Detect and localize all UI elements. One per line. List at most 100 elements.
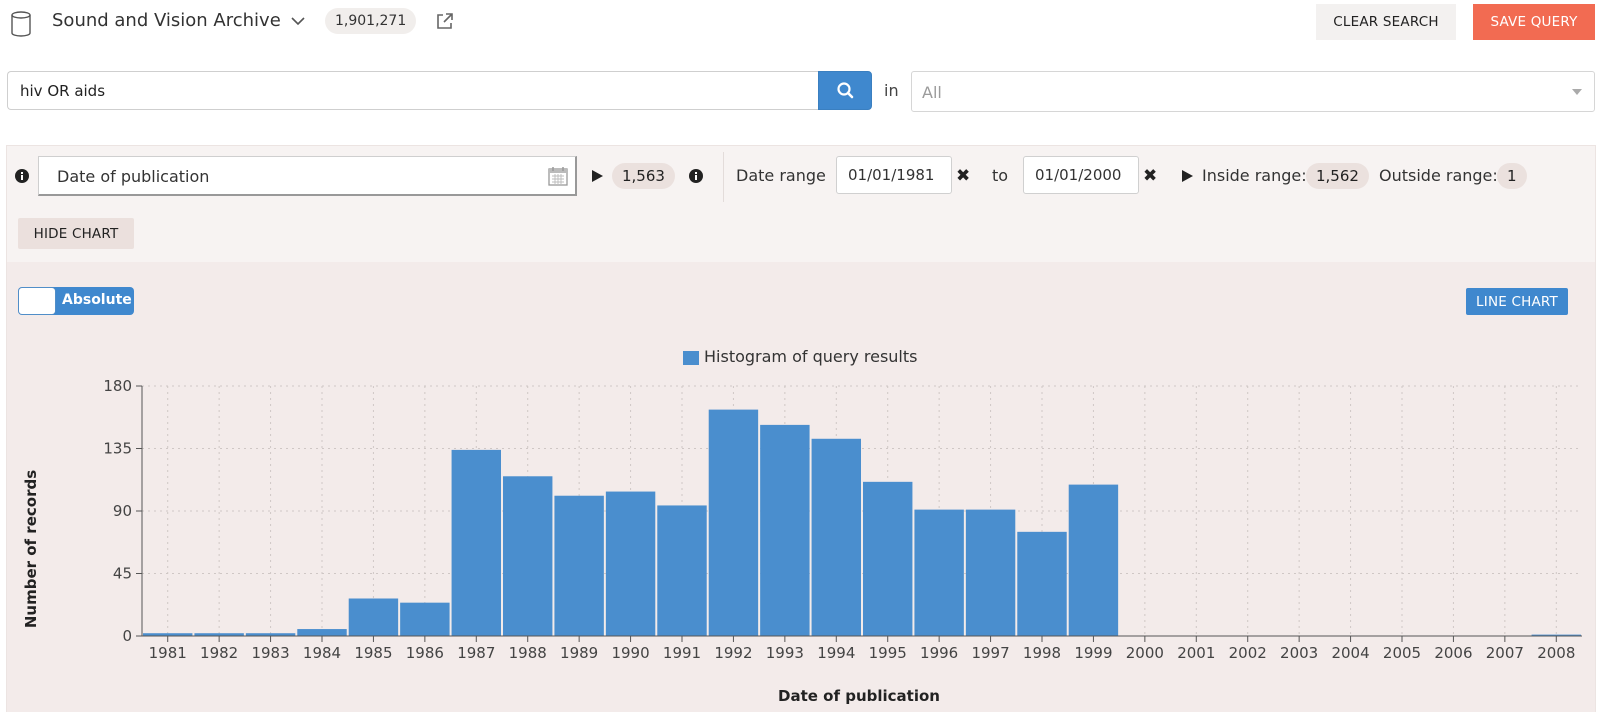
y-tick-label: 45 [113,565,132,583]
x-tick-label: 1994 [817,644,855,662]
collection-count-badge: 1,901,271 [325,8,417,34]
date-range-label: Date range [736,166,826,185]
histogram-bar[interactable] [605,491,656,636]
facet-field-label: Date of publication [57,167,210,186]
line-chart-button[interactable]: LINE CHART [1466,288,1568,315]
histogram-bar[interactable] [297,629,347,636]
x-tick-label: 2008 [1537,644,1575,662]
search-field-select[interactable]: All [911,71,1595,112]
x-tick-label: 1988 [509,644,547,662]
x-tick-label: 1983 [251,644,289,662]
x-tick-label: 1981 [149,644,187,662]
play-icon [1182,170,1193,182]
info-icon[interactable] [689,169,703,183]
x-tick-label: 2002 [1229,644,1267,662]
x-axis-title: Date of publication [778,687,940,705]
x-tick-label: 1990 [611,644,649,662]
histogram-bar[interactable] [1531,634,1581,636]
x-tick-label: 1986 [406,644,444,662]
toggle-label: Absolute [62,292,132,308]
x-tick-label: 1987 [457,644,495,662]
toggle-knob[interactable] [19,288,55,314]
clear-search-button[interactable]: CLEAR SEARCH [1316,4,1456,40]
x-tick-label: 1985 [354,644,392,662]
chevron-down-icon[interactable] [290,12,306,30]
x-tick-label: 2000 [1126,644,1164,662]
x-tick-label: 1998 [1023,644,1061,662]
histogram-bar[interactable] [657,505,707,636]
histogram-bar[interactable] [503,476,553,636]
histogram-bar[interactable] [863,481,913,636]
x-tick-label: 2006 [1434,644,1472,662]
in-label: in [884,81,899,100]
facet-field-select[interactable]: Date of publication [38,156,577,196]
facet-count-badge: 1,563 [612,163,675,189]
calendar-icon [548,167,568,186]
x-tick-label: 2003 [1280,644,1318,662]
y-tick-label: 90 [113,502,132,520]
histogram-bar[interactable] [914,509,964,636]
start-date-input[interactable] [836,156,952,194]
y-tick-label: 0 [122,627,132,645]
to-label: to [992,166,1009,185]
outside-range-count: 1 [1497,163,1527,189]
histogram-bar[interactable] [708,409,759,636]
collection-title[interactable]: Sound and Vision Archive [52,10,281,31]
dropdown-caret-icon [1572,89,1582,95]
x-tick-label: 1991 [663,644,701,662]
x-tick-label: 1984 [303,644,341,662]
legend-label[interactable]: Histogram of query results [704,347,917,366]
legend-swatch[interactable] [683,351,699,365]
x-tick-label: 1999 [1074,644,1112,662]
search-field-value: All [922,83,942,102]
histogram-bar[interactable] [760,424,810,636]
histogram-bar[interactable] [1068,484,1119,636]
histogram-bar[interactable] [143,633,193,636]
x-tick-label: 1992 [714,644,752,662]
histogram-bar[interactable] [194,633,244,636]
grid-layer [142,385,1582,636]
histogram-bar[interactable] [348,598,399,637]
absolute-toggle[interactable]: Absolute [18,287,134,315]
search-input[interactable] [7,71,819,110]
x-tick-label: 1982 [200,644,238,662]
search-icon [837,82,854,99]
histogram-bar[interactable] [811,438,861,636]
histogram-bar[interactable] [400,602,450,636]
x-tick-label: 1989 [560,644,598,662]
histogram-bar[interactable] [1017,531,1067,636]
axis-layer: 0 45 90 135 180 1981 1982 1983 1984 1985 1986 1987 1… [103,377,1582,662]
x-tick-label: 1995 [869,644,907,662]
x-tick-label: 2001 [1177,644,1215,662]
inside-range-label: Inside range: [1202,166,1307,185]
y-tick-label: 180 [103,377,132,395]
x-tick-label: 1996 [920,644,958,662]
x-tick-label: 1997 [971,644,1009,662]
outside-range-label: Outside range: [1379,166,1498,185]
clear-end-date-icon[interactable]: ✖ [1143,166,1158,186]
y-tick-label: 135 [103,440,132,458]
search-button[interactable] [818,71,872,110]
bar-layer [143,409,1581,637]
save-query-button[interactable]: SAVE QUERY [1473,4,1595,40]
end-date-input[interactable] [1023,156,1139,194]
inside-range-count: 1,562 [1306,163,1369,189]
y-axis-title: Number of records [22,470,40,628]
x-tick-label: 2005 [1383,644,1421,662]
divider [723,152,724,202]
hide-chart-button[interactable]: HIDE CHART [18,218,134,249]
x-tick-label: 2007 [1486,644,1524,662]
histogram-bar[interactable] [554,495,604,636]
play-icon [592,170,603,182]
histogram-bar[interactable] [245,633,296,636]
x-tick-label: 1993 [766,644,804,662]
database-icon [11,11,31,37]
x-tick-label: 2004 [1331,644,1369,662]
clear-start-date-icon[interactable]: ✖ [956,166,971,186]
histogram-bar[interactable] [965,509,1016,636]
info-icon[interactable] [15,169,29,183]
top-bar: Sound and Vision Archive 1,901,271 CLEAR… [0,0,1600,44]
histogram-bar[interactable] [451,449,501,636]
external-link-icon[interactable] [435,11,455,31]
